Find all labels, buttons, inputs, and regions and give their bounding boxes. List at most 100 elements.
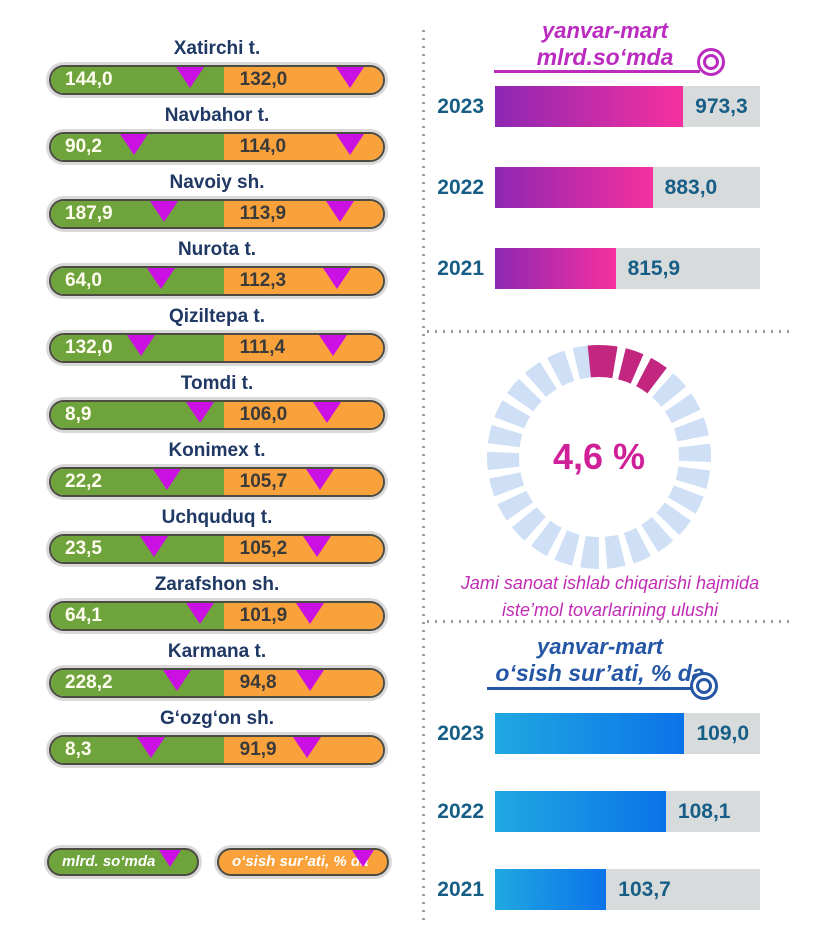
volume-marker-triangle-icon	[186, 402, 215, 423]
district-bar: 22,2 105,7	[46, 464, 388, 500]
district-name: Tomdi t.	[180, 373, 254, 394]
legend-growth-label: o‘sish sur’ati, % da	[232, 853, 369, 870]
volume-value: 8,3	[65, 739, 92, 760]
growth-value: 101,9	[239, 605, 288, 626]
district-name: Qiziltepa t.	[168, 306, 266, 327]
year-label: 2021	[437, 878, 484, 901]
district-bar: 90,2 114,0	[46, 129, 388, 165]
volume-marker-triangle-icon	[153, 469, 182, 490]
volume-marker-triangle-icon	[176, 67, 205, 88]
consumer-share-donut: 4,6 %	[484, 342, 714, 572]
volume-segment: 23,5	[51, 536, 224, 562]
donut-value: 4,6 %	[552, 436, 646, 477]
growth-segment: 111,4	[223, 335, 383, 361]
district-name: Nurota t.	[177, 239, 257, 260]
district-row: Konimex t. 22,2 105,7	[26, 438, 408, 505]
bar-value: 973,3	[695, 95, 748, 118]
volume-value: 187,9	[65, 203, 113, 224]
volume-segment: 22,2	[51, 469, 224, 495]
growth-bar-row: 2021 103,7	[432, 869, 832, 910]
bar-value: 108,1	[677, 800, 731, 823]
year-label: 2022	[437, 176, 484, 199]
district-name: Uchquduq t.	[161, 507, 273, 528]
bar-track: 973,3	[495, 86, 760, 127]
bar-value: 103,7	[618, 878, 671, 901]
volume-marker-triangle-icon	[120, 134, 148, 155]
growth-marker-triangle-icon	[319, 335, 348, 356]
district-bar: 187,9 113,9	[46, 196, 388, 232]
growth-value: 106,0	[239, 404, 288, 425]
volume-chart-title-line2: mlrd.so‘mda	[536, 44, 674, 70]
bar-track: 883,0	[495, 167, 760, 208]
volume-segment: 90,2	[51, 134, 224, 160]
year-label: 2023	[437, 722, 484, 745]
growth-chart-title-line2: o‘sish sur’ati, % da	[495, 660, 705, 686]
volume-segment: 228,2	[51, 670, 224, 696]
volume-marker-triangle-icon	[149, 201, 178, 222]
volume-marker-triangle-icon	[163, 670, 192, 691]
volume-value: 64,0	[65, 270, 102, 291]
volume-chart-title: yanvar-mart mlrd.so‘mda	[455, 18, 755, 70]
growth-segment: 106,0	[223, 402, 383, 428]
district-row: Karmana t. 228,2 94,8	[26, 639, 408, 706]
growth-bar-row: 2023 109,0	[432, 713, 832, 754]
district-row: Xatirchi t. 144,0 132,0	[26, 36, 408, 103]
volume-value: 144,0	[65, 69, 113, 90]
growth-value: 112,3	[239, 270, 287, 291]
growth-value: 91,9	[239, 739, 277, 760]
volume-bar-row: 2022 883,0	[432, 167, 832, 208]
district-bar: 132,0 111,4	[46, 330, 388, 366]
volume-bar-row: 2021 815,9	[432, 248, 832, 289]
bar-track: 815,9	[495, 248, 760, 289]
district-name: Navbahor t.	[164, 105, 270, 126]
volume-marker-triangle-icon	[139, 536, 168, 557]
legend-marker-triangle-icon	[352, 850, 375, 867]
double-circle-icon	[690, 672, 718, 700]
growth-segment: 105,7	[223, 469, 383, 495]
bar-fill	[495, 86, 684, 127]
bar-fill	[495, 869, 607, 910]
district-row: Zarafshon sh. 64,1 101,9	[26, 572, 408, 639]
volume-chart-title-line1: yanvar-mart	[542, 18, 668, 43]
volume-segment: 187,9	[51, 201, 224, 227]
district-name: Konimex t.	[168, 440, 266, 461]
volume-value: 22,2	[65, 471, 102, 492]
volume-value: 90,2	[65, 136, 102, 157]
year-label: 2023	[437, 95, 484, 118]
donut-caption: Jami sanoat ishlab chiqarishi hajmida is…	[424, 570, 796, 624]
growth-value: 111,4	[239, 337, 286, 358]
bar-value: 109,0	[696, 722, 750, 745]
horizontal-dotted-divider	[427, 620, 790, 623]
district-bar: 23,5 105,2	[46, 531, 388, 567]
district-bars-panel: Xatirchi t. 144,0 132,0 Navbahor t. 90,2…	[26, 36, 408, 773]
district-name: Navoiy sh.	[169, 172, 265, 193]
growth-marker-triangle-icon	[295, 670, 324, 691]
growth-marker-triangle-icon	[305, 469, 334, 490]
growth-value: 105,2	[239, 538, 288, 559]
volume-marker-triangle-icon	[126, 335, 155, 356]
growth-value: 132,0	[239, 69, 288, 90]
district-row: Uchquduq t. 23,5 105,2	[26, 505, 408, 572]
growth-marker-triangle-icon	[295, 603, 324, 624]
legend-growth: o‘sish sur’ati, % da	[214, 845, 392, 879]
district-bar: 8,9 106,0	[46, 397, 388, 433]
district-bar: 64,1 101,9	[46, 598, 388, 634]
title-underline	[487, 687, 692, 690]
growth-segment: 112,3	[223, 268, 383, 294]
bar-track: 103,7	[495, 869, 760, 910]
growth-marker-triangle-icon	[325, 201, 354, 222]
district-bar: 64,0 112,3	[46, 263, 388, 299]
volume-bar-row: 2023 973,3	[432, 86, 832, 127]
bar-fill	[495, 167, 653, 208]
growth-value: 113,9	[239, 203, 287, 224]
year-label: 2022	[437, 800, 484, 823]
legend-volume: mlrd. so‘mda	[44, 845, 202, 879]
district-bar: 8,3 91,9	[46, 732, 388, 768]
volume-marker-triangle-icon	[146, 268, 175, 289]
growth-marker-triangle-icon	[335, 67, 364, 88]
growth-bar-row: 2022 108,1	[432, 791, 832, 832]
growth-value: 114,0	[239, 136, 287, 157]
volume-value: 23,5	[65, 538, 102, 559]
district-name: Zarafshon sh.	[154, 574, 280, 595]
